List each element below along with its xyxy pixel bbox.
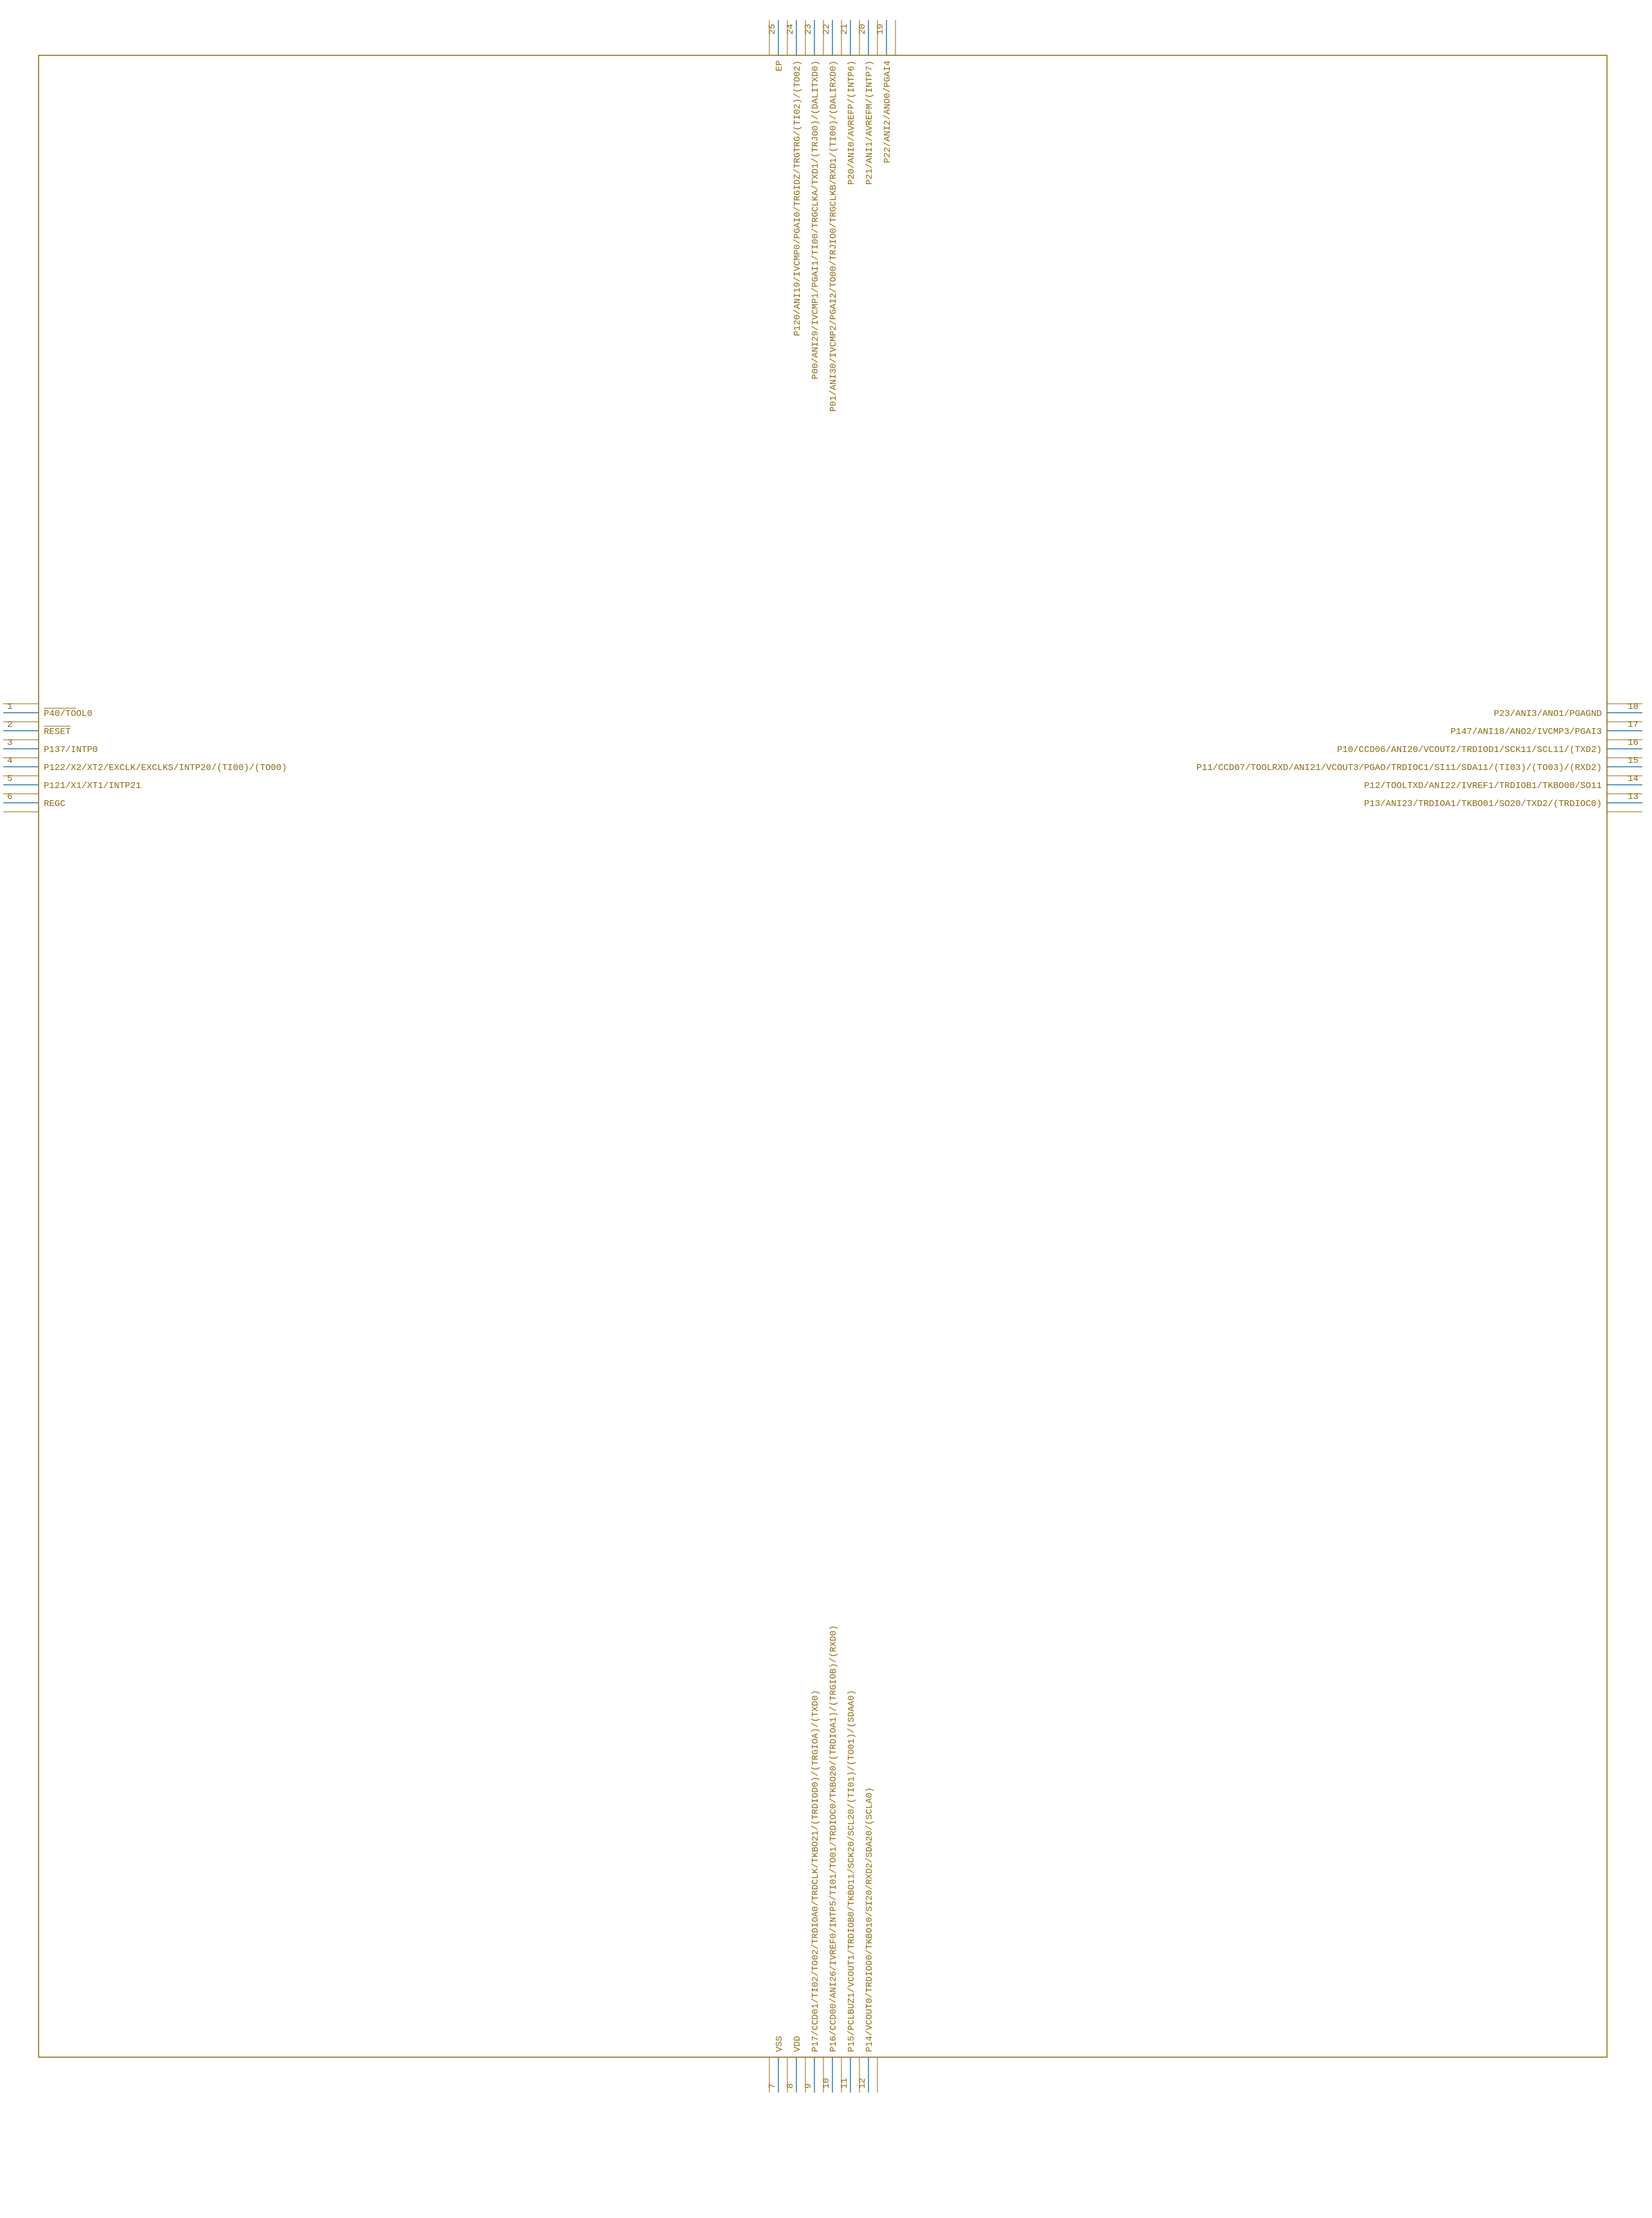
pin-6-number: 6 <box>7 792 12 802</box>
pin-24-number: 24 <box>785 24 796 35</box>
pin-9-label: P17/CCD01/TI02/TO02/TRDIOA0/TRDCLK/TKBO2… <box>811 1690 821 2052</box>
pin-13-label: P13/ANI23/TRDIOA1/TKBO01/SO20/TXD2/(TRDI… <box>1364 799 1602 809</box>
pin-2-label: RESET <box>44 727 71 737</box>
pin-20-number: 20 <box>858 24 868 35</box>
pin-16-number: 16 <box>1628 738 1638 748</box>
pin-18-label: P23/ANI3/ANO1/PGAGND <box>1494 709 1602 719</box>
pin-16-label: P10/CCD06/ANI20/VCOUT2/TRDIOD1/SCK11/SCL… <box>1337 745 1602 755</box>
pin-12-label: P14/VCOUT0/TRDIOD0/TKBO10/SI20/RXD2/SDA2… <box>865 1787 875 2052</box>
pin-17-label: P147/ANI18/ANO2/IVCMP3/PGAI3 <box>1451 727 1602 737</box>
pin-10-number: 10 <box>821 2078 832 2089</box>
pin-19-number: 19 <box>876 24 886 35</box>
pin-1-number: 1 <box>7 702 12 712</box>
pin-8-label: VDD <box>793 2036 803 2052</box>
pin-11-label: P15/PCLBUZ1/VCOUT1/TRDIOB0/TKBO11/SCK20/… <box>847 1690 857 2052</box>
pin-2-number: 2 <box>7 720 12 730</box>
pin-21-number: 21 <box>840 24 850 35</box>
pin-24-label: P120/ANI19/IVCMP0/PGAI0/TRGIDZ/TRGTRG/(T… <box>793 60 803 336</box>
pin-20-label: P21/ANI1/AVREFM/(INTP7) <box>865 60 875 185</box>
pin-6-label: REGC <box>44 799 66 809</box>
pin-12-number: 12 <box>858 2078 868 2089</box>
pin-18-number: 18 <box>1628 702 1638 712</box>
pin-19-label: P22/ANI2/ANO0/PGAI4 <box>883 60 893 163</box>
pin-23-number: 23 <box>803 24 814 35</box>
pin-13-number: 13 <box>1628 792 1638 802</box>
pin-3-number: 3 <box>7 738 12 748</box>
pin-14-number: 14 <box>1628 774 1638 784</box>
pin-17-number: 17 <box>1628 720 1638 730</box>
pin-1-label: P40/TOOL0 <box>44 709 93 719</box>
pin-5-number: 5 <box>7 774 12 784</box>
pin-14-label: P12/TOOLTXD/ANI22/IVREF1/TRDIOB1/TKBO00/… <box>1364 781 1602 791</box>
pin-11-number: 11 <box>840 2078 850 2089</box>
pin-21-label: P20/ANI0/AVREFP/(INTP6) <box>847 60 857 185</box>
pin-7-label: VSS <box>775 2036 785 2052</box>
component-body <box>39 55 1607 2057</box>
pin-7-number: 7 <box>767 2084 778 2089</box>
pin-25-label: EP <box>775 60 785 71</box>
pin-25-number: 25 <box>767 24 778 35</box>
pin-9-number: 9 <box>803 2084 814 2089</box>
pin-4-label: P122/X2/XT2/EXCLK/EXCLKS/INTP20/(TI00)/(… <box>44 763 287 773</box>
pin-3-label: P137/INTP0 <box>44 745 98 755</box>
pin-8-number: 8 <box>785 2084 796 2089</box>
pin-23-label: P00/ANI29/IVCMP1/PGAI1/TI00/TRGCLKA/TXD1… <box>811 60 821 380</box>
pin-22-label: P01/ANI30/IVCMP2/PGAI2/TO00/TRJIO0/TRGCL… <box>829 60 839 412</box>
pin-22-number: 22 <box>821 24 832 35</box>
pin-10-label: P16/CCD00/ANI26/IVREF0/INTP5/TI01/TO01/T… <box>829 1625 839 2052</box>
pin-4-number: 4 <box>7 756 12 766</box>
pin-5-label: P121/X1/XT1/INTP21 <box>44 781 141 791</box>
pin-15-label: P11/CCD07/TOOLRXD/ANI21/VCOUT3/PGAO/TRDI… <box>1197 763 1602 773</box>
pin-15-number: 15 <box>1628 756 1638 766</box>
